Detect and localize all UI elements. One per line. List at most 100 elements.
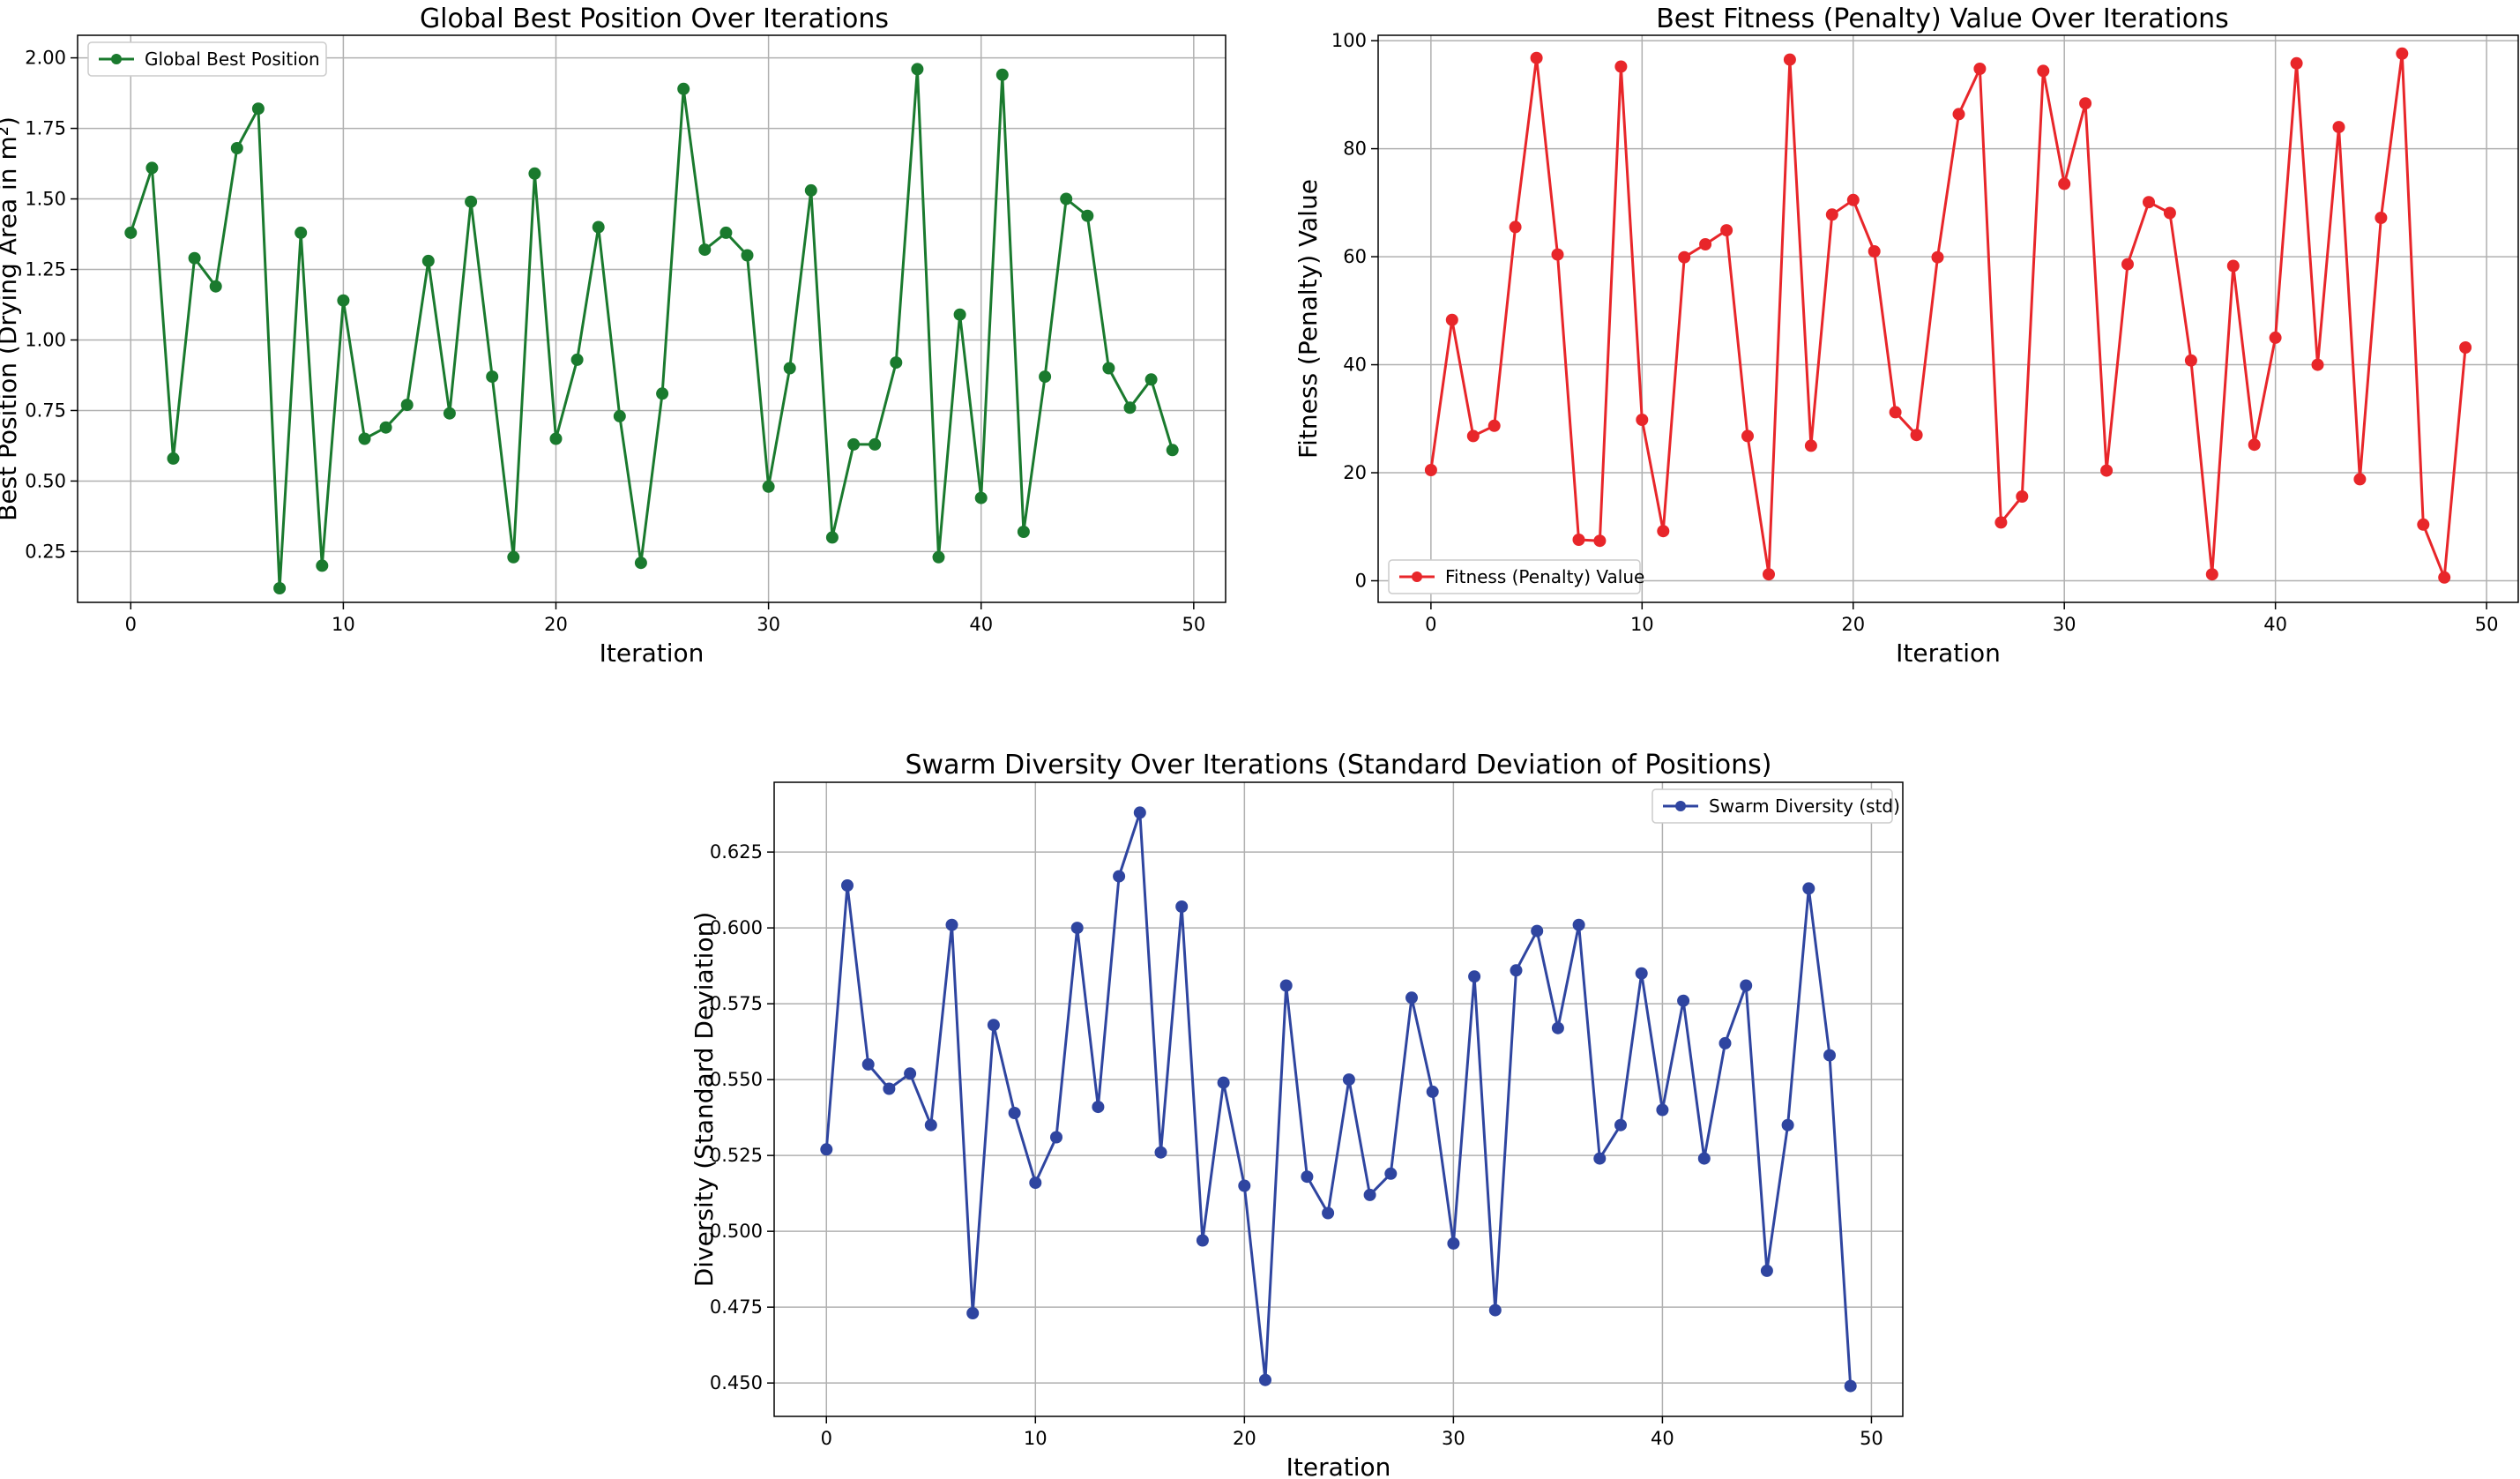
data-point xyxy=(1445,313,1458,326)
data-point xyxy=(1144,373,1158,386)
data-point xyxy=(2205,568,2218,581)
data-point xyxy=(1123,401,1137,415)
data-point xyxy=(2417,518,2430,531)
legend-box xyxy=(1651,788,1893,824)
y-axis-label: Best Position (Drying Area in m²) xyxy=(0,116,22,521)
data-point xyxy=(1405,991,1418,1005)
data-point xyxy=(2248,438,2261,452)
y-tick-label: 1.50 xyxy=(25,189,66,210)
data-point xyxy=(677,82,690,95)
y-axis-ticks: 0 20 40 60 80 100 xyxy=(1331,30,1378,592)
data-point xyxy=(762,480,775,493)
y-tick-label: 2.00 xyxy=(25,48,66,69)
data-point xyxy=(995,68,1009,81)
x-tick-label: 20 xyxy=(544,614,568,635)
data-point xyxy=(1699,238,1712,250)
y-tick-label: 1.00 xyxy=(25,329,66,350)
legend-box xyxy=(87,41,327,77)
data-point xyxy=(1551,1021,1564,1035)
y-tick-label: 0.550 xyxy=(710,1069,763,1090)
data-point xyxy=(741,249,754,262)
data-point xyxy=(841,879,854,892)
x-axis-label: Iteration xyxy=(600,639,705,668)
data-point xyxy=(230,142,243,154)
data-point xyxy=(2438,571,2451,584)
data-point xyxy=(1424,464,1437,476)
y-tick-label: 40 xyxy=(1343,355,1367,376)
legend: Swarm Diversity (std) xyxy=(1651,788,1900,824)
data-point xyxy=(883,1082,896,1095)
data-point xyxy=(1196,1234,1209,1247)
x-axis-label: Iteration xyxy=(1286,1453,1391,1479)
data-point xyxy=(2311,358,2324,371)
legend-label: Fitness (Penalty) Value xyxy=(1445,566,1644,587)
data-point xyxy=(167,452,180,465)
data-point xyxy=(719,226,733,239)
y-tick-label: 1.25 xyxy=(25,259,66,280)
data-point xyxy=(1175,900,1189,913)
data-point xyxy=(783,362,796,375)
data-point xyxy=(1823,1049,1836,1062)
data-point xyxy=(1060,192,1073,205)
data-point xyxy=(294,226,308,239)
data-point xyxy=(1910,429,1923,442)
data-point xyxy=(1697,1152,1711,1165)
x-axis-ticks: 0 10 20 30 40 50 xyxy=(125,602,1205,635)
y-tick-label: 0.575 xyxy=(710,993,763,1014)
data-point xyxy=(847,437,861,451)
data-point xyxy=(1008,1107,1021,1119)
y-tick-label: 80 xyxy=(1343,138,1367,160)
data-point xyxy=(1846,193,1860,206)
y-axis-ticks: 0.25 0.50 0.75 1.00 1.25 1.50 1.75 2.00 xyxy=(25,48,78,562)
x-tick-label: 50 xyxy=(1860,1428,1883,1449)
data-point xyxy=(2121,258,2134,271)
y-tick-label: 0.600 xyxy=(710,917,763,938)
data-point xyxy=(1166,444,1179,457)
data-point xyxy=(1614,1118,1627,1132)
x-axis-ticks: 0 10 20 30 40 50 xyxy=(1425,602,2498,635)
y-tick-label: 100 xyxy=(1331,30,1367,51)
y-tick-label: 0.475 xyxy=(710,1296,763,1318)
data-point xyxy=(1070,922,1084,935)
data-point xyxy=(613,409,626,422)
data-point xyxy=(2100,464,2114,477)
data-point xyxy=(1781,1118,1794,1132)
y-tick-label: 20 xyxy=(1343,462,1367,483)
x-tick-label: 0 xyxy=(821,1428,832,1449)
data-point xyxy=(549,432,563,445)
legend: Global Best Position xyxy=(87,41,327,77)
y-tick-label: 0.525 xyxy=(710,1145,763,1166)
data-point xyxy=(188,251,201,265)
data-point xyxy=(1635,967,1648,980)
data-point xyxy=(1889,406,1902,419)
data-point xyxy=(443,407,456,420)
x-tick-label: 10 xyxy=(1024,1428,1048,1449)
data-point xyxy=(1133,806,1146,819)
data-point xyxy=(1363,1188,1376,1201)
data-point xyxy=(1719,1036,1732,1049)
data-point xyxy=(804,183,817,197)
chart-title: Global Best Position Over Iterations xyxy=(420,4,889,34)
data-point xyxy=(932,550,945,564)
data-point xyxy=(1740,979,1753,992)
data-point xyxy=(1952,108,1965,121)
data-point xyxy=(358,432,371,445)
data-point xyxy=(1868,245,1881,258)
data-point xyxy=(1593,1152,1607,1165)
data-point xyxy=(124,226,138,239)
data-series xyxy=(1424,47,2472,584)
y-tick-label: 1.75 xyxy=(25,118,66,139)
data-point xyxy=(698,243,712,257)
data-point xyxy=(570,353,584,366)
series-line xyxy=(1429,52,2467,579)
data-point xyxy=(209,280,222,293)
x-tick-label: 0 xyxy=(125,614,137,635)
data-point xyxy=(1259,1373,1271,1386)
data-point xyxy=(1017,526,1030,538)
data-point xyxy=(1301,1170,1314,1184)
data-point xyxy=(1102,362,1115,375)
x-tick-label: 30 xyxy=(1442,1428,1465,1449)
data-point xyxy=(1154,1146,1167,1159)
series-line xyxy=(129,67,1174,590)
data-point xyxy=(966,1307,980,1319)
